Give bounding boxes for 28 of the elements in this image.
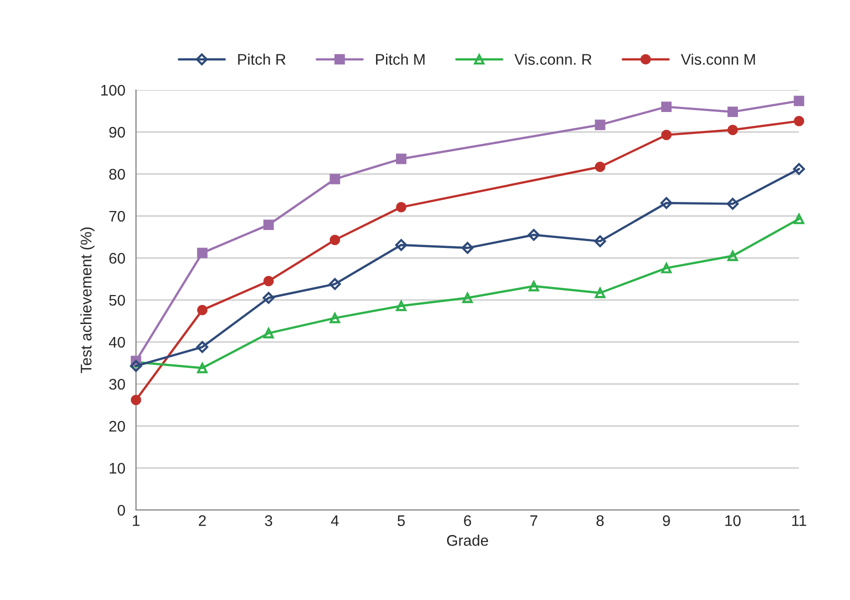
y-tick-label: 100 xyxy=(101,84,125,96)
x-tick-label: 6 xyxy=(464,515,472,526)
x-tick-label: 11 xyxy=(792,515,806,526)
y-tick-label: 40 xyxy=(108,336,125,348)
y-axis-title: Test achievement (%) xyxy=(80,228,95,374)
y-tick-label: 70 xyxy=(109,210,125,222)
y-tick-label: 20 xyxy=(109,420,125,432)
legend-label: Pitch R xyxy=(238,54,286,65)
x-tick-label: 10 xyxy=(725,515,741,526)
x-tick-label: 9 xyxy=(662,515,670,526)
x-tick-label: 1 xyxy=(132,515,140,526)
x-tick-label: 8 xyxy=(596,515,604,526)
x-axis-title: Grade xyxy=(447,534,488,546)
x-tick-label: 5 xyxy=(398,515,405,526)
y-tick-label: 80 xyxy=(109,168,125,180)
y-tick-label: 60 xyxy=(109,252,125,264)
y-tick-label: 30 xyxy=(109,378,125,390)
y-tick-label: 0 xyxy=(118,504,125,516)
x-tick-label: 3 xyxy=(264,515,272,526)
y-tick-label: 90 xyxy=(109,126,125,138)
y-tick-label: 50 xyxy=(109,294,125,306)
legend-label: Pitch M xyxy=(376,54,424,65)
legend-label: Vis.conn M xyxy=(680,54,755,65)
x-tick-label: 4 xyxy=(331,515,339,526)
x-tick-label: 2 xyxy=(198,515,206,526)
x-tick-label: 7 xyxy=(530,515,538,526)
y-tick-label: 10 xyxy=(110,462,125,474)
legend-label: Vis.conn. R xyxy=(514,54,592,65)
